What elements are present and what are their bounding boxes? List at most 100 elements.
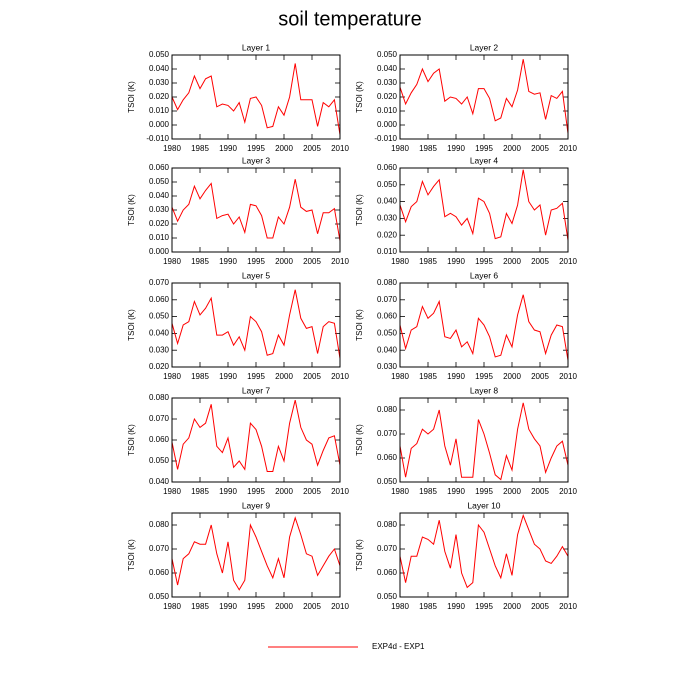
y-tick-label: 0.040 xyxy=(377,197,398,206)
y-axis-label: TSOI (K) xyxy=(127,539,136,571)
plot-frame xyxy=(399,512,569,598)
x-tick-label: 1980 xyxy=(391,602,409,611)
y-tick-label: 0.040 xyxy=(149,477,170,486)
y-tick-label: 0.080 xyxy=(377,278,398,287)
x-tick-label: 2005 xyxy=(531,144,549,153)
x-tick-label: 1990 xyxy=(219,372,237,381)
y-axis-label: TSOI (K) xyxy=(127,424,136,456)
y-tick-label: 0.040 xyxy=(149,64,170,73)
y-tick-label: 0.070 xyxy=(149,544,170,553)
y-axis-label: TSOI (K) xyxy=(355,81,364,113)
x-tick-label: 2010 xyxy=(559,257,577,266)
y-tick-label: 0.080 xyxy=(377,405,398,414)
x-tick-label: 1980 xyxy=(163,372,181,381)
y-tick-label: 0.050 xyxy=(149,177,170,186)
plot-frame xyxy=(171,397,341,483)
panel-title: Layer 6 xyxy=(470,270,499,280)
x-tick-label: 1990 xyxy=(447,144,465,153)
x-tick-label: 1985 xyxy=(419,144,437,153)
y-tick-label: 0.000 xyxy=(149,120,170,129)
plot-frame xyxy=(171,167,341,253)
x-tick-label: 2010 xyxy=(559,144,577,153)
x-tick-label: 2005 xyxy=(303,372,321,381)
series-line xyxy=(399,402,569,481)
series-line xyxy=(171,179,341,241)
x-tick-label: 1995 xyxy=(475,602,493,611)
y-tick-label: 0.060 xyxy=(377,453,398,462)
x-tick-label: 2000 xyxy=(503,372,521,381)
plot-frame xyxy=(171,282,341,368)
x-tick-label: 2005 xyxy=(531,372,549,381)
y-tick-label: 0.070 xyxy=(149,414,170,423)
x-tick-label: 2000 xyxy=(275,487,293,496)
y-tick-label: 0.050 xyxy=(149,456,170,465)
y-tick-label: 0.080 xyxy=(377,520,398,529)
y-tick-label: 0.010 xyxy=(149,106,170,115)
x-tick-label: 1980 xyxy=(391,487,409,496)
plot-frame xyxy=(171,512,341,598)
y-axis-label: TSOI (K) xyxy=(355,424,364,456)
x-tick-label: 1990 xyxy=(447,257,465,266)
y-tick-label: 0.060 xyxy=(377,312,398,321)
y-axis-label: TSOI (K) xyxy=(127,194,136,226)
x-tick-label: 1990 xyxy=(447,487,465,496)
plot-frame xyxy=(399,54,569,140)
panel-title: Layer 9 xyxy=(242,500,271,510)
series-line xyxy=(399,169,569,241)
panel-title: Layer 3 xyxy=(242,155,271,165)
x-tick-label: 2000 xyxy=(503,602,521,611)
y-tick-label: 0.040 xyxy=(149,191,170,200)
x-tick-label: 2000 xyxy=(503,144,521,153)
y-tick-label: 0.050 xyxy=(377,50,398,59)
y-tick-label: 0.060 xyxy=(149,568,170,577)
x-tick-label: 1980 xyxy=(163,257,181,266)
x-tick-label: 1995 xyxy=(475,487,493,496)
y-tick-label: 0.070 xyxy=(377,429,398,438)
x-tick-label: 1985 xyxy=(191,144,209,153)
plot-frame xyxy=(171,54,341,140)
x-tick-label: 2000 xyxy=(275,602,293,611)
x-tick-label: 2005 xyxy=(531,257,549,266)
series-line xyxy=(171,516,341,591)
x-tick-label: 1985 xyxy=(191,602,209,611)
y-tick-label: 0.040 xyxy=(377,64,398,73)
y-tick-label: 0.070 xyxy=(377,295,398,304)
y-tick-label: 0.070 xyxy=(377,544,398,553)
x-tick-label: 2010 xyxy=(331,487,349,496)
panel-title: Layer 2 xyxy=(470,42,499,52)
plot-frame xyxy=(399,397,569,483)
x-tick-label: 1990 xyxy=(447,372,465,381)
y-tick-label: 0.010 xyxy=(149,233,170,242)
x-tick-label: 1985 xyxy=(419,602,437,611)
y-tick-label: 0.030 xyxy=(377,78,398,87)
y-axis-label: TSOI (K) xyxy=(355,539,364,571)
y-tick-label: 0.050 xyxy=(377,592,398,601)
x-tick-label: 2005 xyxy=(303,602,321,611)
x-tick-label: 1995 xyxy=(475,372,493,381)
x-tick-label: 2000 xyxy=(275,144,293,153)
x-tick-label: 2000 xyxy=(275,257,293,266)
y-tick-label: 0.080 xyxy=(149,393,170,402)
panel-title: Layer 7 xyxy=(242,385,271,395)
x-tick-label: 1980 xyxy=(163,487,181,496)
y-axis-label: TSOI (K) xyxy=(355,309,364,341)
x-tick-label: 2010 xyxy=(559,372,577,381)
y-tick-label: 0.030 xyxy=(149,78,170,87)
y-axis-label: TSOI (K) xyxy=(127,309,136,341)
y-tick-label: 0.060 xyxy=(377,163,398,172)
y-tick-label: 0.040 xyxy=(149,329,170,338)
panel-title: Layer 8 xyxy=(470,385,499,395)
x-tick-label: 2000 xyxy=(275,372,293,381)
x-tick-label: 2005 xyxy=(531,602,549,611)
panel-title: Layer 5 xyxy=(242,270,271,280)
y-tick-label: 0.020 xyxy=(149,92,170,101)
y-tick-label: 0.000 xyxy=(149,247,170,256)
x-tick-label: 2000 xyxy=(503,487,521,496)
x-tick-label: 1985 xyxy=(191,372,209,381)
y-tick-label: 0.010 xyxy=(377,106,398,115)
series-line xyxy=(399,59,569,134)
x-tick-label: 1985 xyxy=(419,487,437,496)
plot-frame xyxy=(399,282,569,368)
y-tick-label: 0.010 xyxy=(377,247,398,256)
